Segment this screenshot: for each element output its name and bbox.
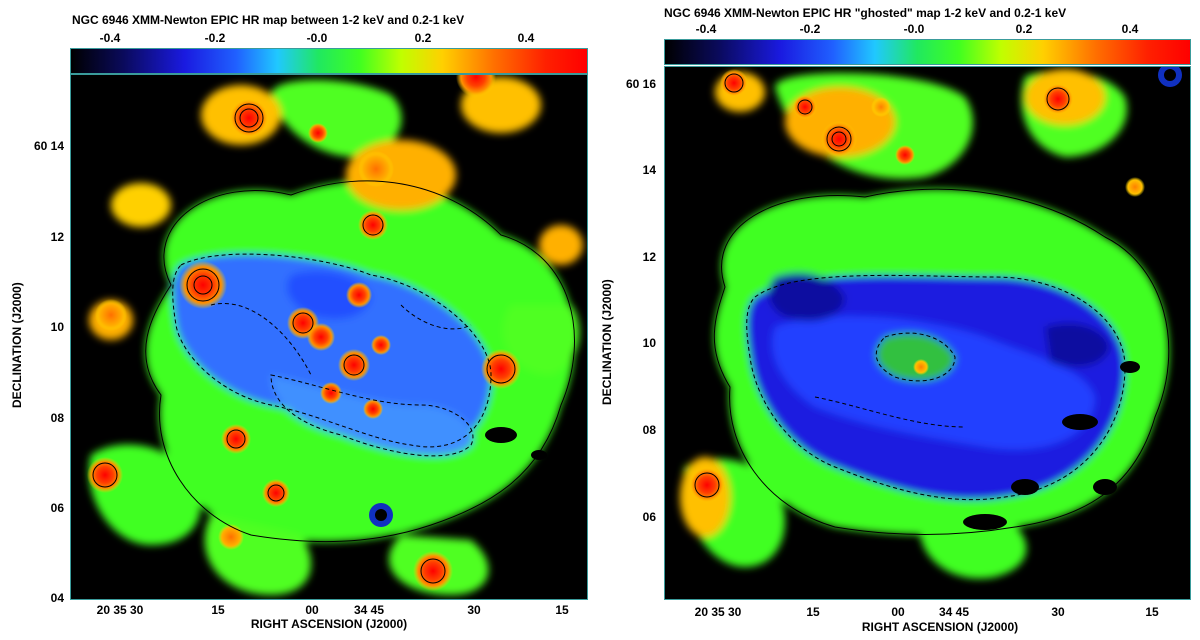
right-colorbar <box>664 39 1191 65</box>
panel-separator <box>596 0 598 640</box>
left-x-tick: 15 <box>211 603 225 617</box>
right-x-tick: 15 <box>1145 605 1159 619</box>
left-panel: NGC 6946 XMM-Newton EPIC HR map between … <box>0 0 596 640</box>
right-y-tick: 12 <box>642 250 656 264</box>
right-x-tick: 00 <box>891 605 905 619</box>
right-y-tick: 08 <box>642 423 656 437</box>
right-x-tick: 30 <box>1051 605 1065 619</box>
left-y-tick: 08 <box>50 411 64 425</box>
left-map-image <box>87 75 583 595</box>
right-x-tick: 20 35 30 <box>694 605 742 619</box>
right-panel: NGC 6946 XMM-Newton EPIC HR "ghosted" ma… <box>598 0 1200 640</box>
left-y-tick: 12 <box>50 230 64 244</box>
left-y-tick: 10 <box>50 320 64 334</box>
left-colorbar-tick: -0.4 <box>99 31 121 45</box>
right-x-axis-title: RIGHT ASCENSION (J2000) <box>861 620 1019 634</box>
left-hr-map <box>70 74 588 600</box>
right-y-tick: 10 <box>642 336 656 350</box>
right-map-image <box>680 67 1182 579</box>
right-y-tick: 14 <box>642 163 656 177</box>
left-x-axis-title: RIGHT ASCENSION (J2000) <box>250 617 408 631</box>
right-colorbar-tick: -0.0 <box>903 22 925 36</box>
right-colorbar-tick: 0.4 <box>1121 22 1139 36</box>
left-x-tick: 15 <box>555 603 569 617</box>
right-colorbar-tick: -0.4 <box>695 22 717 36</box>
right-x-tick: 15 <box>806 605 820 619</box>
right-hr-map <box>664 66 1191 600</box>
right-y-tick: 60 16 <box>625 77 656 91</box>
right-title: NGC 6946 XMM-Newton EPIC HR "ghosted" ma… <box>664 6 1067 20</box>
right-y-axis-title: DECLINATION (J2000) <box>600 279 614 405</box>
right-colorbar-tick: 0.2 <box>1015 22 1033 36</box>
left-colorbar-tick: -0.0 <box>306 31 328 45</box>
left-y-tick: 04 <box>50 591 64 605</box>
left-colorbar-tick: -0.2 <box>204 31 226 45</box>
left-colorbar-tick: 0.2 <box>414 31 432 45</box>
left-y-tick: 60 14 <box>33 139 64 153</box>
left-x-tick: 20 35 30 <box>96 603 144 617</box>
right-x-tick: 34 45 <box>938 605 970 619</box>
left-x-tick: 30 <box>467 603 481 617</box>
left-x-tick: 34 45 <box>353 603 385 617</box>
left-y-axis-title: DECLINATION (J2000) <box>10 282 24 408</box>
left-colorbar <box>70 48 588 74</box>
right-colorbar-tick: -0.2 <box>799 22 821 36</box>
left-x-tick: 00 <box>305 603 319 617</box>
right-y-tick: 06 <box>642 510 656 524</box>
left-y-tick: 06 <box>50 501 64 515</box>
left-title: NGC 6946 XMM-Newton EPIC HR map between … <box>72 13 465 27</box>
left-colorbar-tick: 0.4 <box>517 31 535 45</box>
